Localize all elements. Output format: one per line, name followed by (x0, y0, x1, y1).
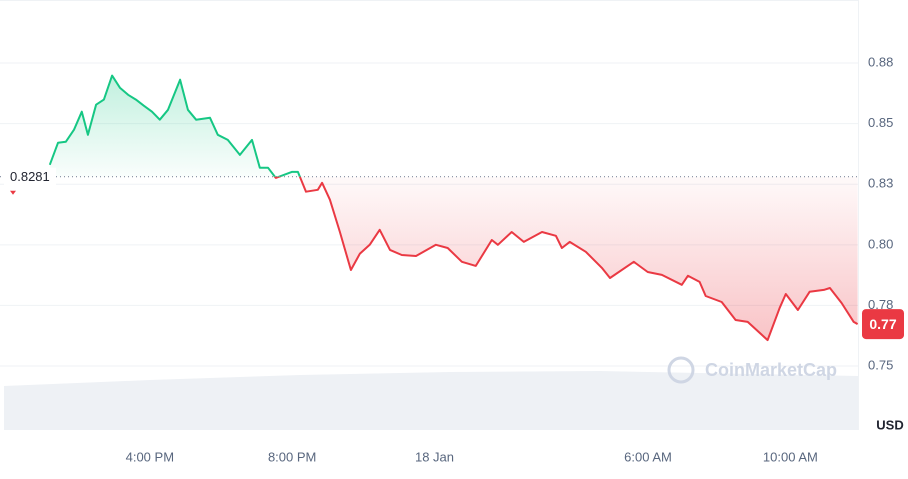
watermark-group: CoinMarketCap (667, 356, 837, 384)
y-tick-label: 0.83 (868, 176, 893, 191)
last-price-label: 0.77 (869, 316, 896, 332)
x-tick-label: 10:00 AM (763, 449, 818, 464)
baseline-marker (10, 190, 16, 195)
last-price-tag (862, 309, 904, 340)
y-tick-label: 0.78 (868, 297, 893, 312)
y-tick-label: 0.75 (868, 357, 893, 372)
y-tick-label: 0.88 (868, 54, 893, 69)
area-down (274, 176, 858, 341)
watermark-logo (667, 356, 695, 384)
volume-area (4, 371, 858, 430)
price-line-up (48, 74, 301, 177)
x-tick-label: 6:00 AM (624, 449, 672, 464)
y-tick-label: 0.85 (868, 115, 893, 130)
x-tick-label: 4:00 PM (126, 449, 174, 464)
y-tick-label: 0.80 (868, 236, 893, 251)
watermark-text: CoinMarketCap (705, 360, 837, 380)
area-up (49, 75, 858, 177)
price-line-down (273, 176, 858, 342)
baseline-label-bg (4, 167, 56, 186)
y-unit-label: USD (876, 417, 903, 432)
x-tick-label: 8:00 PM (268, 449, 316, 464)
x-tick-label: 18 Jan (415, 449, 454, 464)
baseline-label: 0.8281 (10, 169, 50, 184)
